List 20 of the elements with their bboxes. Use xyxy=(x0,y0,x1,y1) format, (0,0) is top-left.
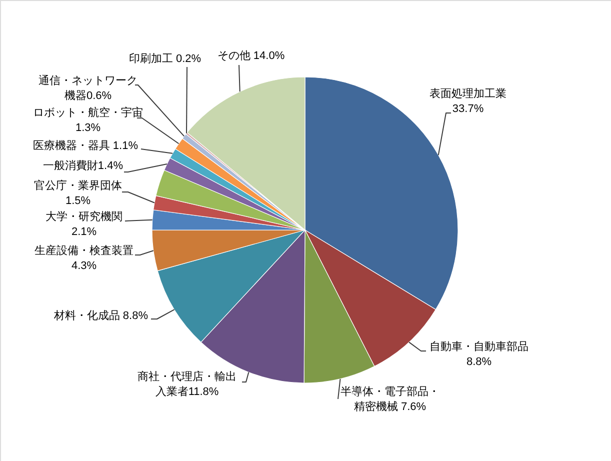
data-label: 4.3% xyxy=(71,260,97,272)
slice-label: その他 14.0% xyxy=(217,50,285,62)
data-label: 2.1% xyxy=(71,226,97,238)
data-label: 33.7% xyxy=(452,103,484,115)
slice-label: 半導体・電子部品・精密機械 7.6% xyxy=(340,385,440,413)
slice-label: 一般消費財1.4% xyxy=(42,159,124,172)
slice-label: 官公庁・業界団体 xyxy=(34,179,122,192)
slice-label: 材料・化成品 8.8% xyxy=(52,309,148,322)
data-label: 1.3% xyxy=(75,122,101,134)
slice-label: 生産設備・検査装置 xyxy=(34,244,134,257)
data-label: 1.5% xyxy=(65,195,91,207)
slice-label: ロボット・航空・宇宙 xyxy=(33,106,143,119)
slice-label: 印刷加工 0.2% xyxy=(128,52,202,65)
slice-label: 通信・ネットワーク機器0.6% xyxy=(38,74,138,102)
slice-label: 医療機器・器具 1.1% xyxy=(32,139,138,152)
data-label: 8.8% xyxy=(466,356,492,368)
slice-label: 自動車・自動車部品 xyxy=(430,340,528,353)
slice-label: 表面処理加工業 xyxy=(430,87,506,100)
slice-label: 商社・代理店・輸出入業者11.8% xyxy=(138,370,236,398)
slice-label: 大学・研究機関 xyxy=(46,210,122,223)
